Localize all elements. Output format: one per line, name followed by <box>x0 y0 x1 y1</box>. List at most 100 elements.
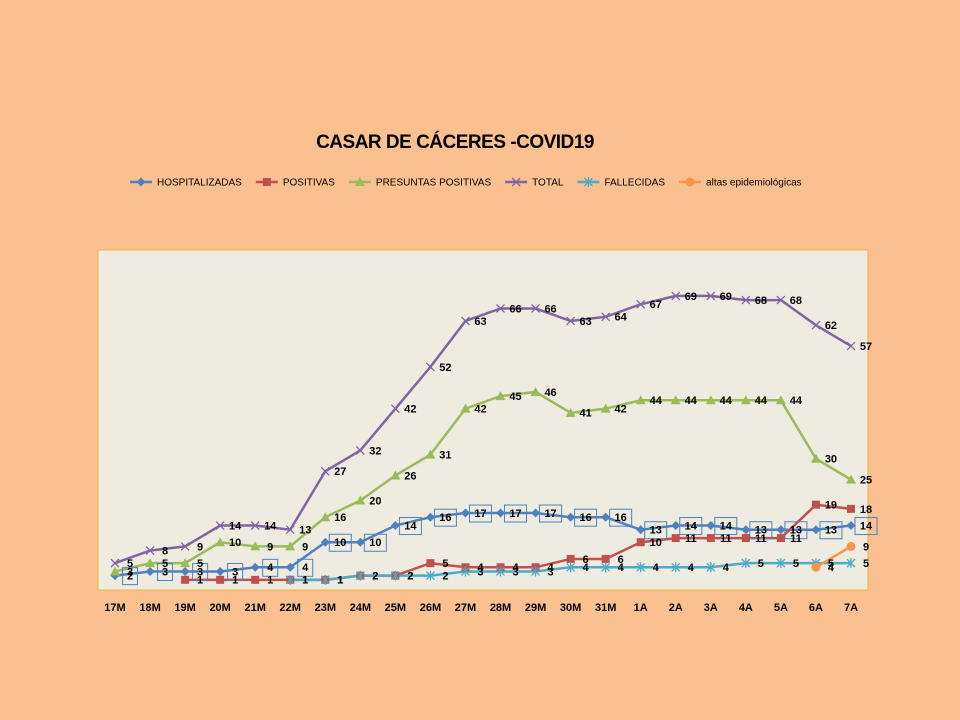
data-label: 10 <box>369 537 381 549</box>
data-label: 42 <box>474 404 486 416</box>
data-label: 3 <box>232 566 238 578</box>
data-label: 2 <box>407 571 413 583</box>
x-tick-label: 20M <box>209 602 230 614</box>
series-line <box>114 511 852 577</box>
data-label: 3 <box>512 566 518 578</box>
data-label: 44 <box>650 395 663 407</box>
data-label: 68 <box>755 295 767 307</box>
marker <box>776 534 785 543</box>
x-tick-label: 2A <box>669 602 683 614</box>
marker <box>180 558 191 568</box>
data-label: 6 <box>583 554 589 566</box>
data-label: 44 <box>755 395 768 407</box>
x-tick-label: 26M <box>420 602 441 614</box>
marker <box>741 525 751 535</box>
data-label: 69 <box>720 291 732 303</box>
marker <box>705 395 716 405</box>
legend-label: POSITIVAS <box>283 178 335 189</box>
marker <box>566 562 576 573</box>
data-label-box <box>363 533 387 552</box>
data-label: 1 <box>232 575 238 587</box>
marker <box>251 575 260 584</box>
marker <box>740 395 751 405</box>
data-label: 13 <box>650 525 662 537</box>
data-label: 1 <box>302 575 308 587</box>
data-label-box <box>297 558 314 577</box>
data-label: 5 <box>197 558 203 570</box>
marker <box>495 391 506 401</box>
legend: HOSPITALIZADAS POSITIVAS PRESUNTAS POSITIV… <box>130 177 802 189</box>
x-tick-label: 19M <box>174 602 195 614</box>
marker <box>285 574 295 585</box>
marker <box>671 562 681 573</box>
data-label: 2 <box>372 571 378 583</box>
data-label-box <box>157 562 174 581</box>
data-label: 14 <box>720 520 733 532</box>
marker <box>811 525 821 535</box>
marker <box>600 403 611 413</box>
data-label: 4 <box>618 562 625 574</box>
data-label: 16 <box>334 512 346 524</box>
data-label-box <box>714 517 738 536</box>
data-label-box <box>328 533 352 552</box>
marker <box>601 562 611 573</box>
x-tick-label: 23M <box>315 602 336 614</box>
marker <box>250 521 260 531</box>
data-label: 3 <box>477 566 483 578</box>
data-label: 4 <box>723 562 730 574</box>
legend-marker <box>354 177 365 186</box>
data-label: 11 <box>685 533 697 545</box>
marker <box>671 521 681 531</box>
marker <box>776 558 786 569</box>
data-label: 14 <box>685 520 698 532</box>
data-label: 1 <box>267 575 273 587</box>
data-label-box <box>227 562 244 581</box>
data-label: 45 <box>509 391 521 403</box>
x-tick-label: 30M <box>560 602 581 614</box>
data-label: 5 <box>828 558 834 570</box>
legend-label: altas epidemiológicas <box>706 178 802 189</box>
x-tick-label: 4A <box>739 602 753 614</box>
marker <box>390 404 400 414</box>
data-label: 1 <box>302 575 308 587</box>
data-label: 10 <box>650 537 662 549</box>
marker <box>460 508 470 518</box>
data-label: 10 <box>334 537 346 549</box>
data-label: 25 <box>860 475 872 487</box>
marker <box>425 362 435 372</box>
marker <box>670 395 681 405</box>
marker <box>706 562 716 573</box>
data-label: 2 <box>442 571 448 583</box>
x-tick-label: 28M <box>490 602 511 614</box>
marker <box>706 534 715 543</box>
data-label-box <box>609 508 633 527</box>
data-label: 14 <box>860 520 873 532</box>
data-label: 2 <box>127 571 133 583</box>
marker <box>636 538 645 547</box>
data-label: 44 <box>790 395 803 407</box>
marker <box>531 566 541 577</box>
data-label: 17 <box>544 508 556 520</box>
data-label: 42 <box>615 404 627 416</box>
data-label-box <box>192 562 209 581</box>
data-label: 6 <box>618 554 624 566</box>
data-label: 8 <box>162 546 168 558</box>
marker <box>671 534 680 543</box>
marker <box>215 537 226 547</box>
marker <box>215 566 225 576</box>
marker <box>425 512 435 522</box>
data-label: 14 <box>404 520 417 532</box>
data-label: 44 <box>720 395 733 407</box>
marker <box>636 299 646 309</box>
marker <box>741 295 751 305</box>
series-line <box>114 390 852 573</box>
marker <box>811 500 820 509</box>
marker <box>566 554 575 563</box>
x-tick-label: 31M <box>595 602 616 614</box>
data-label: 4 <box>583 562 590 574</box>
marker <box>320 512 331 522</box>
data-label: 32 <box>369 445 381 457</box>
marker <box>847 504 855 513</box>
data-label: 16 <box>439 512 451 524</box>
data-label-box <box>574 508 598 527</box>
